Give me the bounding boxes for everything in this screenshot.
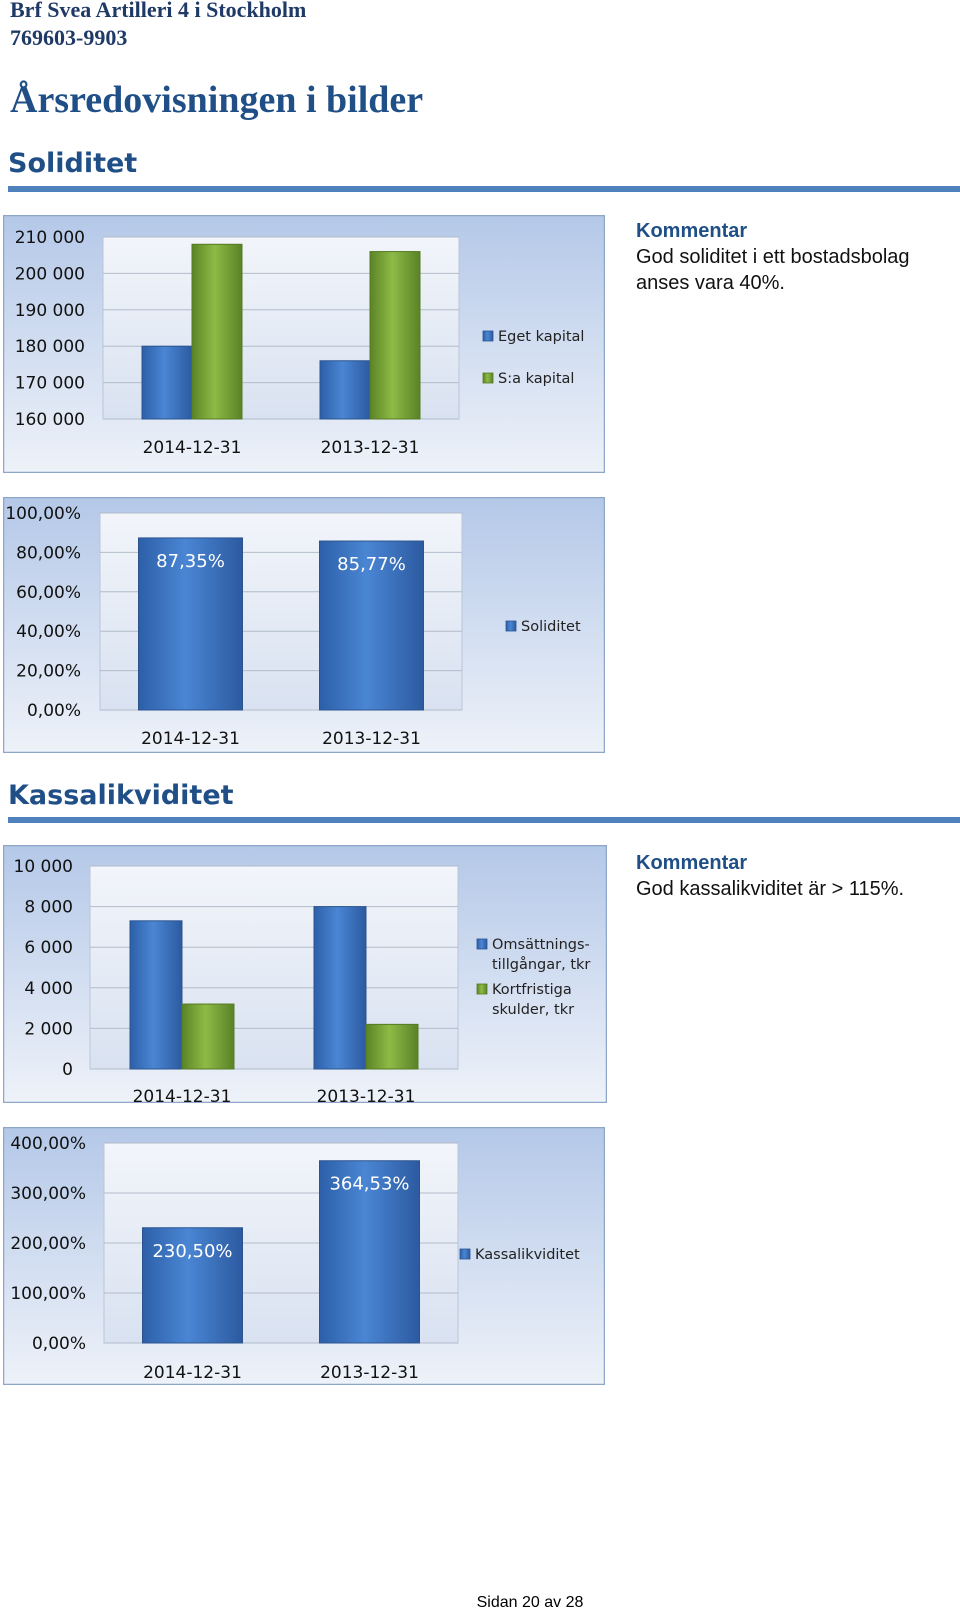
chart-likviditet-tkr: 10 000 8 000 6 000 4 000 2 000 0 2014-12-31 201… bbox=[3, 845, 607, 1103]
y-tick-label: 20,00% bbox=[16, 662, 81, 682]
bar-green bbox=[369, 251, 421, 420]
y-tick-label: 190 000 bbox=[15, 301, 85, 321]
y-tick-label: 0,00% bbox=[32, 1334, 86, 1354]
legend-label: Eget kapital bbox=[498, 329, 584, 345]
legend-swatch bbox=[476, 983, 488, 995]
x-tick-label: 2014-12-31 bbox=[143, 438, 242, 458]
y-tick-label: 6 000 bbox=[24, 938, 73, 958]
legend-swatch bbox=[459, 1248, 471, 1260]
y-tick-label: 180 000 bbox=[15, 337, 85, 357]
x-tick-label: 2013-12-31 bbox=[317, 1087, 416, 1103]
y-tick-label: 100,00% bbox=[10, 1284, 86, 1304]
x-tick-label: 2014-12-31 bbox=[143, 1363, 242, 1383]
section-title-kassalikviditet: Kassalikviditet bbox=[8, 780, 234, 811]
comment-text: God soliditet i ett bostadsbolag anses v… bbox=[636, 246, 910, 294]
legend-label: S:a kapital bbox=[498, 371, 574, 387]
page-number: Sidan 20 av 28 bbox=[476, 1594, 584, 1611]
bar-blue bbox=[319, 1160, 420, 1344]
y-tick-label: 8 000 bbox=[24, 898, 73, 918]
comment-title: Kommentar bbox=[636, 852, 748, 874]
legend-label: Soliditet bbox=[521, 619, 581, 635]
y-tick-label: 0,00% bbox=[27, 701, 81, 721]
legend-swatch bbox=[482, 372, 494, 384]
y-tick-label: 60,00% bbox=[16, 583, 81, 603]
bar-green bbox=[181, 1003, 235, 1070]
y-tick-label: 2 000 bbox=[24, 1019, 73, 1039]
comment-soliditet: Kommentar God soliditet i ett bostadsbol… bbox=[636, 218, 936, 296]
y-tick-label: 400,00% bbox=[10, 1134, 86, 1154]
bar-blue bbox=[141, 345, 193, 420]
data-label: 230,50% bbox=[152, 1241, 232, 1262]
comment-title: Kommentar bbox=[636, 220, 748, 242]
bar-blue bbox=[319, 360, 371, 420]
bar-blue bbox=[319, 540, 424, 711]
comment-kassalikviditet: Kommentar God kassalikviditet är > 115%. bbox=[636, 850, 956, 902]
bar-blue bbox=[138, 537, 243, 711]
y-tick-label: 4 000 bbox=[24, 979, 73, 999]
legend-label: Kassalikviditet bbox=[475, 1247, 580, 1263]
x-tick-label: 2014-12-31 bbox=[133, 1087, 232, 1103]
data-label: 85,77% bbox=[337, 554, 406, 575]
y-tick-label: 210 000 bbox=[15, 228, 85, 248]
legend-swatch bbox=[505, 620, 517, 632]
bar-blue bbox=[142, 1227, 243, 1344]
section-rule bbox=[8, 186, 960, 192]
comment-text: God kassalikviditet är > 115%. bbox=[636, 878, 905, 900]
bar-blue bbox=[313, 906, 367, 1070]
y-tick-label: 170 000 bbox=[15, 374, 85, 394]
legend-swatch bbox=[482, 330, 494, 342]
y-tick-label: 200 000 bbox=[15, 264, 85, 284]
chart-kapital: 210 000 200 000 190 000 180 000 170 000 160 0… bbox=[3, 215, 605, 473]
legend-label: Kortfristiga skulder, tkr bbox=[492, 982, 574, 1018]
y-tick-label: 300,00% bbox=[10, 1184, 86, 1204]
y-tick-label: 10 000 bbox=[14, 857, 73, 877]
org-name: Brf Svea Artilleri 4 i Stockholm bbox=[10, 0, 307, 22]
bar-green bbox=[191, 243, 243, 420]
page-title: Årsredovisningen i bilder bbox=[10, 79, 424, 121]
x-tick-label: 2013-12-31 bbox=[321, 438, 420, 458]
chart-soliditet: 100,00% 80,00% 60,00% 40,00% 20,00% 0,00% 87,3… bbox=[3, 497, 605, 753]
chart-kassalikviditet: 400,00% 300,00% 200,00% 100,00% 0,00% 230,50%… bbox=[3, 1127, 605, 1385]
bar-blue bbox=[129, 920, 183, 1070]
org-number: 769603-9903 bbox=[10, 25, 128, 50]
data-label: 87,35% bbox=[156, 551, 225, 572]
section-title-soliditet: Soliditet bbox=[8, 148, 138, 179]
legend-swatch bbox=[476, 938, 488, 950]
y-tick-label: 0 bbox=[62, 1060, 73, 1080]
y-tick-label: 80,00% bbox=[16, 543, 81, 563]
y-tick-label: 200,00% bbox=[10, 1234, 86, 1254]
y-tick-label: 40,00% bbox=[16, 622, 81, 642]
data-label: 364,53% bbox=[329, 1174, 409, 1195]
x-tick-label: 2014-12-31 bbox=[141, 729, 240, 749]
x-tick-label: 2013-12-31 bbox=[320, 1363, 419, 1383]
x-tick-label: 2013-12-31 bbox=[322, 729, 421, 749]
y-tick-label: 100,00% bbox=[5, 504, 81, 524]
y-tick-label: 160 000 bbox=[15, 410, 85, 430]
bar-green bbox=[365, 1023, 419, 1070]
legend-label: Omsättnings-tillgångar, tkr bbox=[492, 937, 590, 973]
section-rule bbox=[8, 817, 960, 823]
